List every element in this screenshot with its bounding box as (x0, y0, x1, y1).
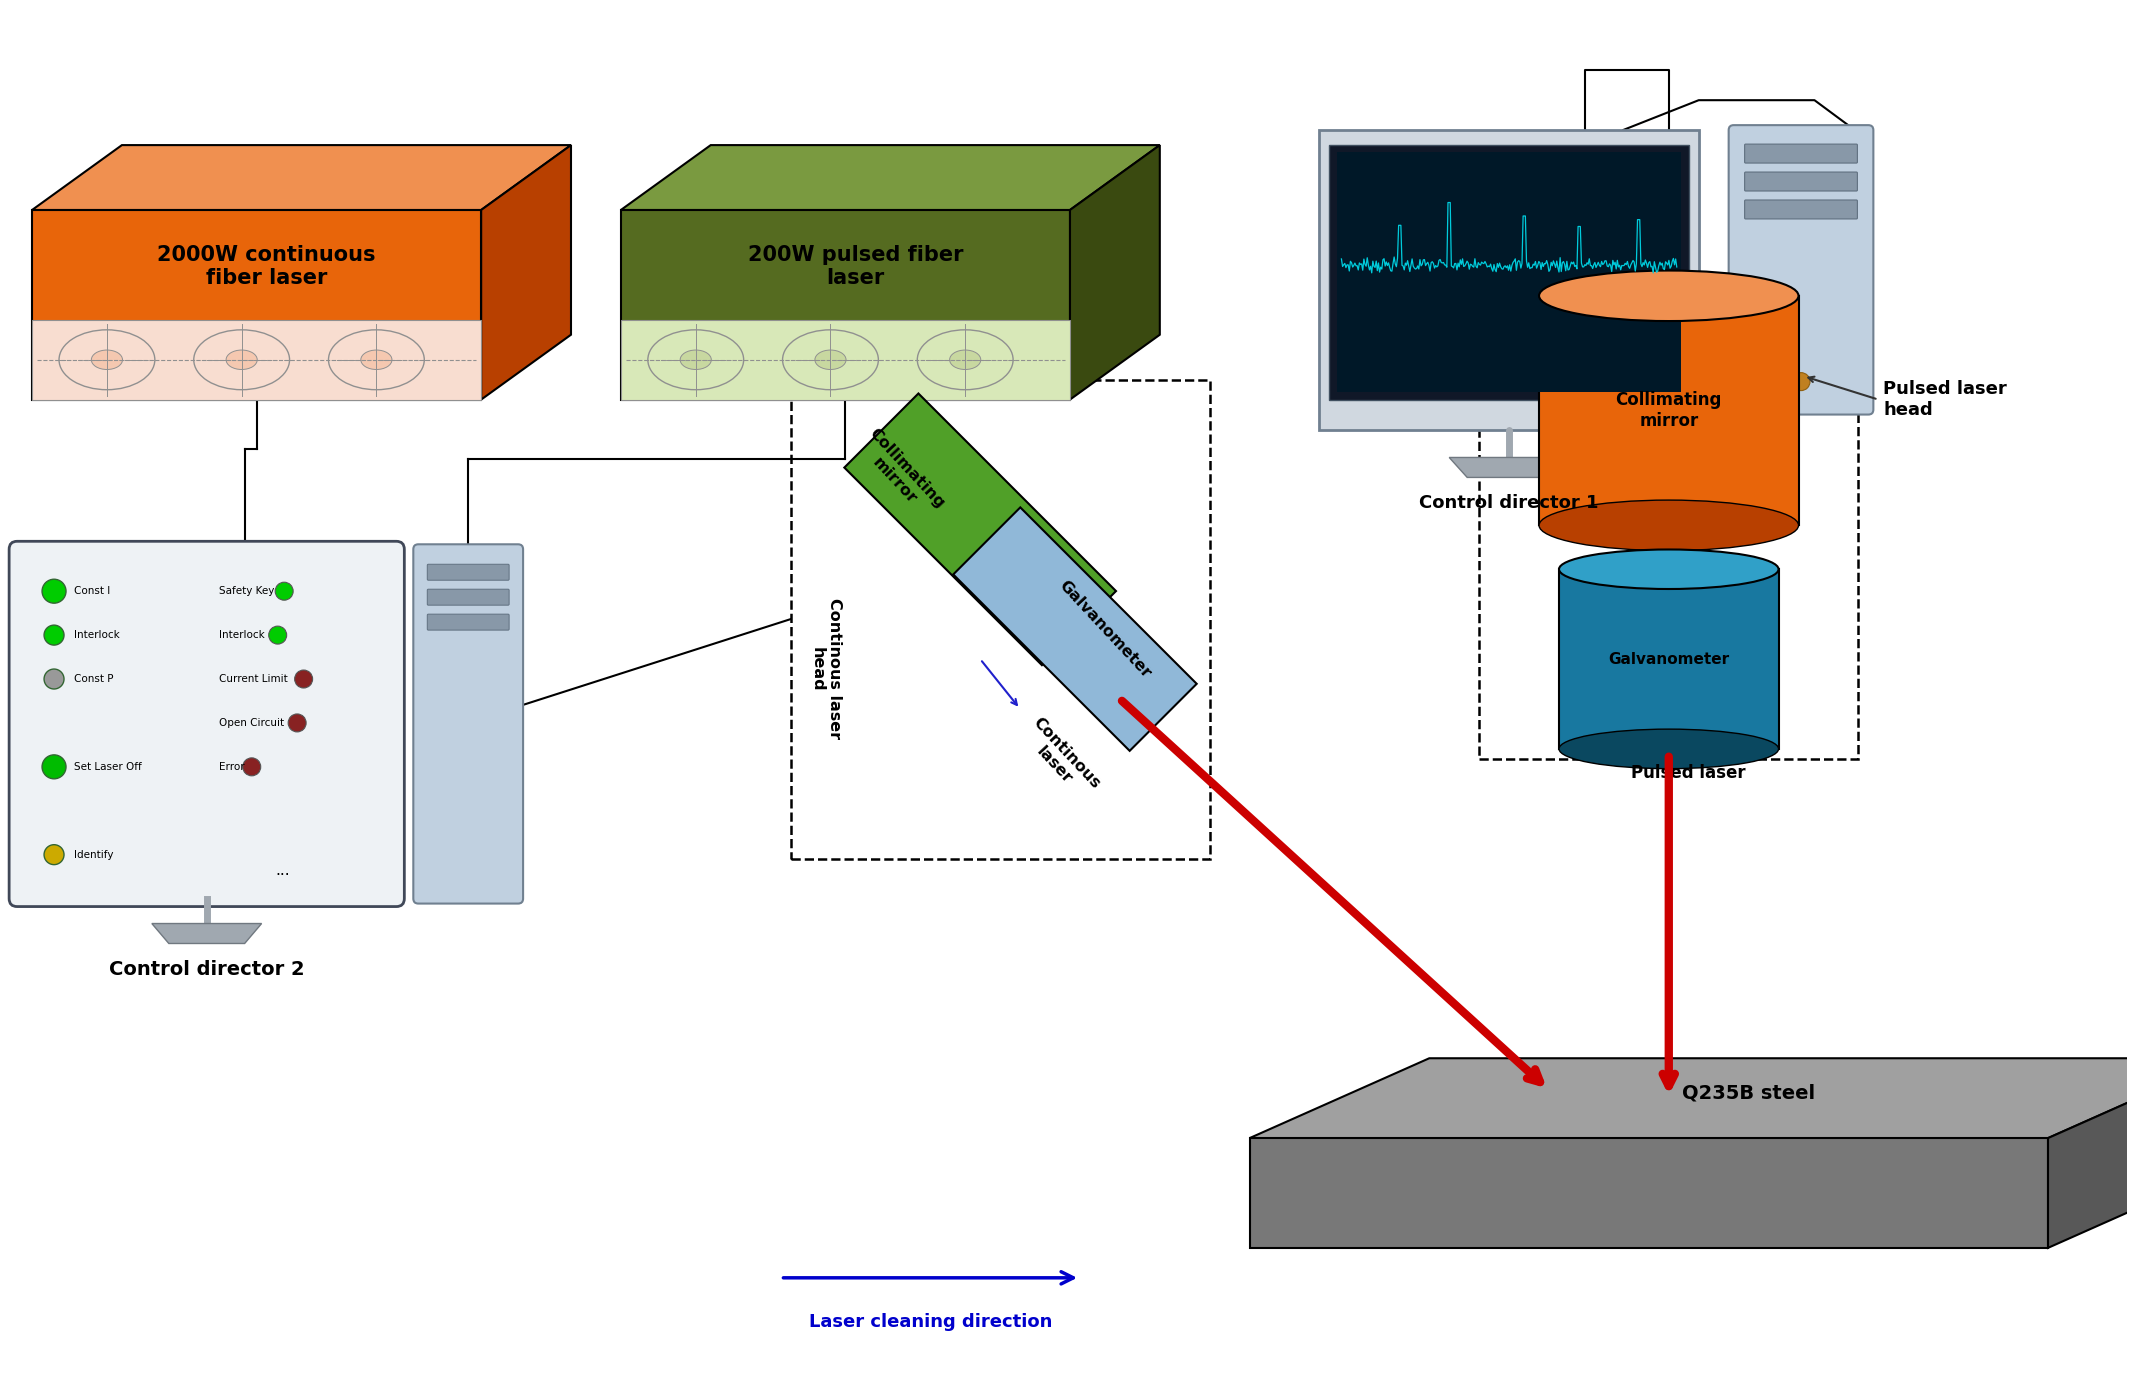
Text: 200W pulsed fiber
laser: 200W pulsed fiber laser (747, 245, 962, 288)
FancyBboxPatch shape (428, 564, 509, 581)
Polygon shape (151, 924, 262, 943)
Text: Control director 1: Control director 1 (1420, 495, 1599, 513)
Text: ...: ... (275, 863, 290, 878)
FancyBboxPatch shape (9, 542, 405, 906)
Ellipse shape (950, 350, 981, 370)
FancyBboxPatch shape (428, 589, 509, 605)
Ellipse shape (1539, 501, 1799, 550)
Polygon shape (1450, 458, 1569, 477)
Polygon shape (954, 507, 1196, 750)
Text: Interlock: Interlock (219, 630, 264, 640)
Text: 2000W continuous
fiber laser: 2000W continuous fiber laser (158, 245, 377, 288)
Ellipse shape (92, 350, 123, 370)
Polygon shape (32, 145, 571, 210)
Text: Galvanometer: Galvanometer (1056, 578, 1154, 681)
FancyBboxPatch shape (413, 545, 524, 903)
Ellipse shape (1558, 549, 1778, 589)
Circle shape (45, 845, 64, 865)
Text: Laser cleaning direction: Laser cleaning direction (809, 1313, 1052, 1331)
FancyBboxPatch shape (1744, 172, 1856, 192)
Ellipse shape (1539, 270, 1799, 321)
Ellipse shape (226, 350, 258, 370)
Circle shape (43, 579, 66, 603)
Text: Const I: Const I (75, 586, 111, 596)
Circle shape (275, 582, 294, 600)
Ellipse shape (360, 350, 392, 370)
Circle shape (287, 714, 307, 732)
FancyBboxPatch shape (1744, 200, 1856, 219)
Polygon shape (481, 145, 571, 400)
Ellipse shape (1558, 729, 1778, 768)
Circle shape (1793, 372, 1810, 390)
FancyBboxPatch shape (1744, 143, 1856, 163)
Text: Safety Key: Safety Key (219, 586, 275, 596)
Polygon shape (1337, 152, 1680, 392)
Text: Identify: Identify (75, 849, 113, 859)
Polygon shape (1071, 145, 1160, 400)
Text: Pulsed laser: Pulsed laser (1631, 764, 1746, 782)
Text: Collimating
mirror: Collimating mirror (854, 426, 947, 523)
Polygon shape (622, 320, 1071, 400)
Text: Collimating
mirror: Collimating mirror (1616, 392, 1722, 430)
Polygon shape (2048, 1058, 2129, 1248)
Text: Continous
laser: Continous laser (1018, 714, 1103, 803)
Polygon shape (1250, 1058, 2129, 1138)
Text: Error: Error (219, 761, 245, 772)
Polygon shape (32, 210, 481, 400)
Text: Continous laser
head: Continous laser head (809, 598, 841, 739)
Polygon shape (845, 393, 1116, 665)
Text: Control director 2: Control director 2 (109, 960, 304, 979)
Ellipse shape (679, 350, 711, 370)
Polygon shape (32, 320, 481, 400)
FancyBboxPatch shape (428, 614, 509, 630)
Polygon shape (622, 210, 1071, 400)
Circle shape (45, 625, 64, 645)
Text: Pulsed laser
head: Pulsed laser head (1884, 381, 2008, 419)
FancyBboxPatch shape (1729, 125, 1874, 415)
Text: Galvanometer: Galvanometer (1607, 651, 1729, 666)
Polygon shape (1558, 570, 1778, 749)
Polygon shape (622, 145, 1160, 210)
Circle shape (243, 758, 260, 776)
Ellipse shape (815, 350, 845, 370)
Text: Interlock: Interlock (75, 630, 119, 640)
Polygon shape (1320, 130, 1699, 429)
Circle shape (43, 754, 66, 779)
Text: Set Laser Off: Set Laser Off (75, 761, 143, 772)
Text: Open Circuit: Open Circuit (219, 718, 285, 728)
Circle shape (268, 626, 287, 644)
Polygon shape (1328, 145, 1688, 400)
Circle shape (45, 669, 64, 690)
Polygon shape (1250, 1138, 2048, 1248)
Polygon shape (1539, 295, 1799, 525)
Text: Current Limit: Current Limit (219, 674, 287, 684)
Text: Const P: Const P (75, 674, 113, 684)
Text: Q235B steel: Q235B steel (1682, 1084, 1816, 1103)
Circle shape (294, 670, 313, 688)
